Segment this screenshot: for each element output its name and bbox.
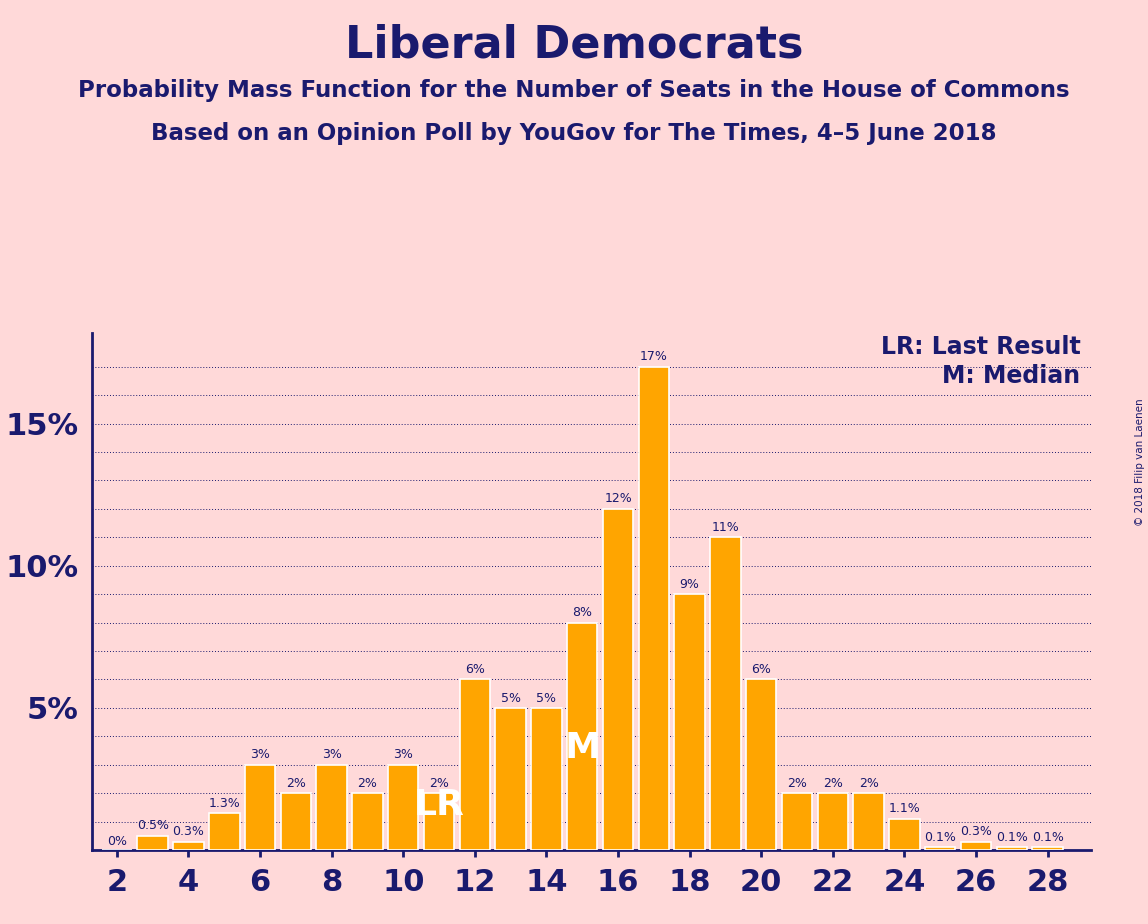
Text: M: M bbox=[565, 731, 600, 765]
Bar bbox=[138, 836, 168, 850]
Bar bbox=[209, 813, 240, 850]
Bar bbox=[245, 765, 276, 850]
Text: M: Median: M: Median bbox=[943, 364, 1080, 388]
Text: LR: Last Result: LR: Last Result bbox=[881, 335, 1080, 359]
Text: 0%: 0% bbox=[107, 834, 127, 848]
Bar bbox=[280, 793, 311, 850]
Text: Liberal Democrats: Liberal Democrats bbox=[344, 23, 804, 67]
Text: 9%: 9% bbox=[680, 578, 699, 590]
Text: Probability Mass Function for the Number of Seats in the House of Commons: Probability Mass Function for the Number… bbox=[78, 79, 1070, 102]
Bar bbox=[711, 538, 740, 850]
Text: 0.1%: 0.1% bbox=[996, 831, 1027, 844]
Text: 0.1%: 0.1% bbox=[1032, 831, 1063, 844]
Bar bbox=[746, 679, 776, 850]
Bar bbox=[567, 623, 597, 850]
Text: 2%: 2% bbox=[357, 777, 378, 790]
Bar bbox=[853, 793, 884, 850]
Bar bbox=[352, 793, 382, 850]
Text: 2%: 2% bbox=[286, 777, 305, 790]
Bar bbox=[1032, 847, 1063, 850]
Bar bbox=[817, 793, 848, 850]
Text: 8%: 8% bbox=[572, 606, 592, 619]
Bar bbox=[424, 793, 455, 850]
Text: 6%: 6% bbox=[751, 663, 771, 676]
Text: 1.1%: 1.1% bbox=[889, 802, 921, 815]
Text: 17%: 17% bbox=[639, 350, 668, 363]
Text: 5%: 5% bbox=[536, 691, 557, 704]
Text: 12%: 12% bbox=[604, 492, 631, 505]
Bar bbox=[961, 842, 991, 850]
Text: 11%: 11% bbox=[712, 521, 739, 534]
Text: 6%: 6% bbox=[465, 663, 484, 676]
Text: 0.5%: 0.5% bbox=[137, 820, 169, 833]
Text: 1.3%: 1.3% bbox=[209, 796, 240, 809]
Text: 2%: 2% bbox=[823, 777, 843, 790]
Bar bbox=[388, 765, 419, 850]
Text: 3%: 3% bbox=[394, 748, 413, 761]
Text: 0.3%: 0.3% bbox=[960, 825, 992, 838]
Text: 2%: 2% bbox=[788, 777, 807, 790]
Bar bbox=[603, 509, 634, 850]
Text: © 2018 Filip van Laenen: © 2018 Filip van Laenen bbox=[1135, 398, 1145, 526]
Bar bbox=[674, 594, 705, 850]
Bar bbox=[532, 708, 561, 850]
Text: 5%: 5% bbox=[501, 691, 521, 704]
Text: 3%: 3% bbox=[321, 748, 342, 761]
Bar bbox=[317, 765, 347, 850]
Text: Based on an Opinion Poll by YouGov for The Times, 4–5 June 2018: Based on an Opinion Poll by YouGov for T… bbox=[152, 122, 996, 145]
Bar bbox=[496, 708, 526, 850]
Text: 3%: 3% bbox=[250, 748, 270, 761]
Bar bbox=[782, 793, 813, 850]
Bar bbox=[638, 367, 669, 850]
Bar bbox=[459, 679, 490, 850]
Bar bbox=[925, 847, 955, 850]
Bar bbox=[890, 819, 920, 850]
Text: 0.1%: 0.1% bbox=[924, 831, 956, 844]
Bar bbox=[173, 842, 203, 850]
Text: 0.3%: 0.3% bbox=[172, 825, 204, 838]
Text: LR: LR bbox=[413, 787, 465, 821]
Text: 2%: 2% bbox=[859, 777, 878, 790]
Bar bbox=[996, 847, 1027, 850]
Text: 2%: 2% bbox=[429, 777, 449, 790]
